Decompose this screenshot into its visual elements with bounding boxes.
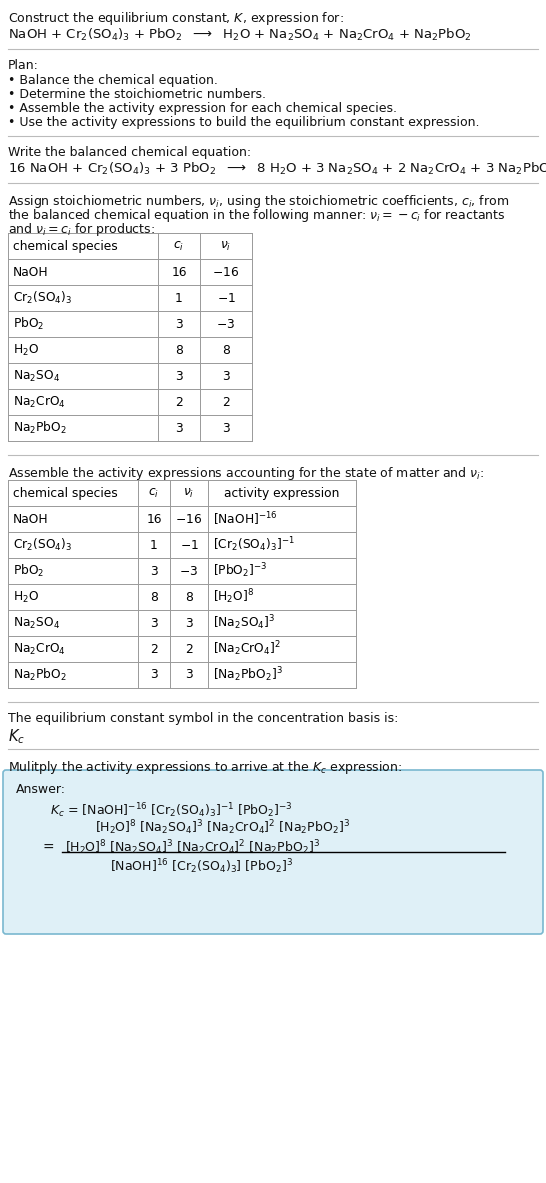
Text: • Assemble the activity expression for each chemical species.: • Assemble the activity expression for e… [8, 102, 397, 115]
Text: 3: 3 [175, 369, 183, 382]
Text: H$_2$O: H$_2$O [13, 589, 39, 605]
Text: 8: 8 [222, 343, 230, 356]
Text: NaOH + Cr$_2$(SO$_4$)$_3$ + PbO$_2$  $\longrightarrow$  H$_2$O + Na$_2$SO$_4$ + : NaOH + Cr$_2$(SO$_4$)$_3$ + PbO$_2$ $\lo… [8, 27, 472, 43]
Text: Write the balanced chemical equation:: Write the balanced chemical equation: [8, 146, 251, 159]
Text: $-3$: $-3$ [217, 317, 235, 330]
Text: Cr$_2$(SO$_4$)$_3$: Cr$_2$(SO$_4$)$_3$ [13, 290, 72, 306]
Text: 3: 3 [150, 668, 158, 681]
Text: Na$_2$PbO$_2$: Na$_2$PbO$_2$ [13, 420, 67, 437]
Text: activity expression: activity expression [224, 486, 340, 499]
Text: 2: 2 [222, 395, 230, 408]
Text: Construct the equilibrium constant, $K$, expression for:: Construct the equilibrium constant, $K$,… [8, 9, 344, 27]
Text: NaOH: NaOH [13, 512, 49, 525]
Text: • Balance the chemical equation.: • Balance the chemical equation. [8, 75, 218, 88]
Text: 16: 16 [146, 512, 162, 525]
Text: Na$_2$CrO$_4$: Na$_2$CrO$_4$ [13, 394, 66, 409]
Text: $c_i$: $c_i$ [149, 486, 159, 499]
Text: 1: 1 [150, 538, 158, 551]
Text: 2: 2 [185, 642, 193, 655]
Text: 8: 8 [185, 590, 193, 603]
Text: $\nu_i$: $\nu_i$ [183, 486, 194, 499]
Text: PbO$_2$: PbO$_2$ [13, 563, 44, 578]
Text: • Use the activity expressions to build the equilibrium constant expression.: • Use the activity expressions to build … [8, 116, 479, 129]
Text: 3: 3 [175, 317, 183, 330]
Text: and $\nu_i = c_i$ for products:: and $\nu_i = c_i$ for products: [8, 221, 155, 238]
Text: • Determine the stoichiometric numbers.: • Determine the stoichiometric numbers. [8, 88, 266, 101]
Text: Assign stoichiometric numbers, $\nu_i$, using the stoichiometric coefficients, $: Assign stoichiometric numbers, $\nu_i$, … [8, 193, 509, 211]
Text: 3: 3 [222, 421, 230, 434]
FancyBboxPatch shape [3, 770, 543, 935]
Text: 1: 1 [175, 291, 183, 304]
Text: Plan:: Plan: [8, 59, 39, 72]
Text: $-3$: $-3$ [180, 564, 199, 577]
Text: Mulitply the activity expressions to arrive at the $K_c$ expression:: Mulitply the activity expressions to arr… [8, 759, 402, 776]
Text: =: = [42, 841, 54, 855]
Text: $\nu_i$: $\nu_i$ [221, 239, 232, 252]
Text: Cr$_2$(SO$_4$)$_3$: Cr$_2$(SO$_4$)$_3$ [13, 537, 72, 552]
Text: $-16$: $-16$ [212, 265, 240, 278]
Text: NaOH: NaOH [13, 265, 49, 278]
Text: Na$_2$SO$_4$: Na$_2$SO$_4$ [13, 615, 60, 631]
Text: chemical species: chemical species [13, 239, 118, 252]
Text: The equilibrium constant symbol in the concentration basis is:: The equilibrium constant symbol in the c… [8, 712, 399, 725]
Text: 16 NaOH + Cr$_2$(SO$_4$)$_3$ + 3 PbO$_2$  $\longrightarrow$  8 H$_2$O + 3 Na$_2$: 16 NaOH + Cr$_2$(SO$_4$)$_3$ + 3 PbO$_2$… [8, 161, 546, 177]
Text: 2: 2 [175, 395, 183, 408]
Text: $K_c$: $K_c$ [8, 728, 25, 745]
Text: [H$_2$O]$^8$ [Na$_2$SO$_4$]$^3$ [Na$_2$CrO$_4$]$^2$ [Na$_2$PbO$_2$]$^3$: [H$_2$O]$^8$ [Na$_2$SO$_4$]$^3$ [Na$_2$C… [95, 817, 350, 836]
Text: $c_i$: $c_i$ [174, 239, 185, 252]
Text: 8: 8 [175, 343, 183, 356]
Text: [Na$_2$PbO$_2$]$^3$: [Na$_2$PbO$_2$]$^3$ [213, 666, 283, 684]
Text: Na$_2$CrO$_4$: Na$_2$CrO$_4$ [13, 641, 66, 657]
Text: the balanced chemical equation in the following manner: $\nu_i = -c_i$ for react: the balanced chemical equation in the fo… [8, 207, 506, 224]
Text: 3: 3 [175, 421, 183, 434]
Text: [H$_2$O]$^8$: [H$_2$O]$^8$ [213, 588, 254, 607]
Text: Assemble the activity expressions accounting for the state of matter and $\nu_i$: Assemble the activity expressions accoun… [8, 465, 484, 481]
Text: $-1$: $-1$ [180, 538, 198, 551]
Text: 3: 3 [185, 668, 193, 681]
Text: [H$_2$O]$^8$ [Na$_2$SO$_4$]$^3$ [Na$_2$CrO$_4$]$^2$ [Na$_2$PbO$_2$]$^3$: [H$_2$O]$^8$ [Na$_2$SO$_4$]$^3$ [Na$_2$C… [65, 838, 320, 856]
Text: Na$_2$PbO$_2$: Na$_2$PbO$_2$ [13, 667, 67, 683]
Text: $K_c$ = [NaOH]$^{-16}$ [Cr$_2$(SO$_4$)$_3$]$^{-1}$ [PbO$_2$]$^{-3}$: $K_c$ = [NaOH]$^{-16}$ [Cr$_2$(SO$_4$)$_… [50, 801, 293, 820]
Text: [Na$_2$SO$_4$]$^3$: [Na$_2$SO$_4$]$^3$ [213, 614, 275, 633]
Text: [NaOH]$^{-16}$: [NaOH]$^{-16}$ [213, 510, 278, 528]
Text: 2: 2 [150, 642, 158, 655]
Text: 8: 8 [150, 590, 158, 603]
Text: $-16$: $-16$ [175, 512, 203, 525]
Text: H$_2$O: H$_2$O [13, 342, 39, 357]
Text: PbO$_2$: PbO$_2$ [13, 316, 44, 332]
Text: [PbO$_2$]$^{-3}$: [PbO$_2$]$^{-3}$ [213, 562, 268, 581]
Text: 3: 3 [222, 369, 230, 382]
Text: $-1$: $-1$ [217, 291, 235, 304]
Text: Na$_2$SO$_4$: Na$_2$SO$_4$ [13, 368, 60, 383]
Text: 3: 3 [150, 564, 158, 577]
Text: 3: 3 [150, 616, 158, 629]
Text: chemical species: chemical species [13, 486, 118, 499]
Text: 16: 16 [171, 265, 187, 278]
Text: Answer:: Answer: [16, 783, 66, 796]
Text: 3: 3 [185, 616, 193, 629]
Text: [Cr$_2$(SO$_4$)$_3$]$^{-1}$: [Cr$_2$(SO$_4$)$_3$]$^{-1}$ [213, 536, 295, 555]
Text: [Na$_2$CrO$_4$]$^2$: [Na$_2$CrO$_4$]$^2$ [213, 640, 281, 659]
Text: [NaOH]$^{16}$ [Cr$_2$(SO$_4$)$_3$] [PbO$_2$]$^3$: [NaOH]$^{16}$ [Cr$_2$(SO$_4$)$_3$] [PbO$… [110, 856, 293, 875]
